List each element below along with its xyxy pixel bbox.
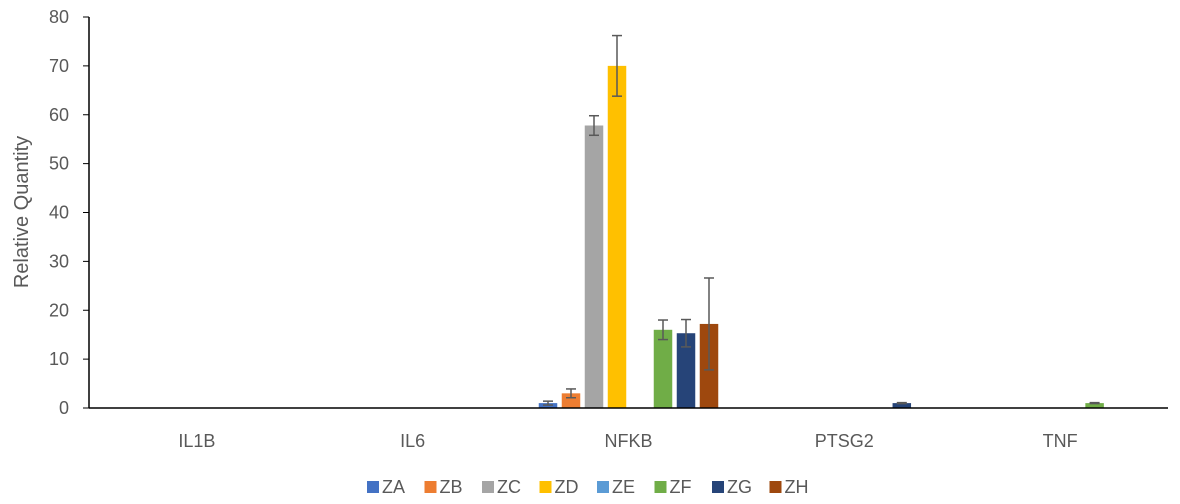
- x-category-label: IL1B: [178, 431, 215, 451]
- bar: [653, 329, 673, 408]
- y-axis-title: Relative Quantity: [11, 136, 33, 288]
- bar: [584, 125, 604, 408]
- y-tick-label: 80: [49, 7, 69, 27]
- legend-label: ZF: [670, 477, 692, 497]
- x-category-label: PTSG2: [815, 431, 874, 451]
- x-category-label: IL6: [400, 431, 425, 451]
- y-tick-label: 50: [49, 154, 69, 174]
- legend-swatch: [712, 481, 724, 493]
- legend-label: ZD: [555, 477, 579, 497]
- legend: ZA ZB ZC ZD ZE ZF ZG ZH: [367, 477, 809, 497]
- bar: [892, 403, 912, 408]
- legend-swatch: [769, 481, 782, 493]
- bar: [676, 333, 696, 408]
- y-tick-label: 10: [49, 349, 69, 369]
- y-tick-label: 30: [49, 251, 69, 271]
- legend-label: ZE: [612, 477, 635, 497]
- x-category-label: NFKB: [604, 431, 652, 451]
- x-category-label: TNF: [1043, 431, 1078, 451]
- legend-label: ZG: [727, 477, 752, 497]
- legend-swatch: [424, 481, 437, 493]
- legend-swatch: [367, 481, 379, 493]
- y-tick-label: 0: [59, 398, 69, 418]
- y-tick-label: 20: [49, 300, 69, 320]
- legend-swatch: [482, 481, 494, 493]
- x-axis-categories: IL1B IL6 NFKB PTSG2 TNF: [178, 431, 1077, 451]
- bar: [1085, 403, 1104, 408]
- legend-label: ZC: [497, 477, 521, 497]
- legend-swatch: [539, 481, 552, 493]
- error-bars: [543, 34, 1100, 406]
- bar: [607, 65, 627, 408]
- y-tick-label: 60: [49, 105, 69, 125]
- bar-series: [538, 65, 1104, 408]
- y-tick-label: 70: [49, 56, 69, 76]
- y-tick-label: 40: [49, 203, 69, 223]
- y-axis-ticks: 0 10 20 30 40 50 60 70 80: [49, 7, 89, 418]
- legend-swatch: [597, 481, 609, 493]
- legend-label: ZB: [440, 477, 463, 497]
- legend-swatch: [654, 481, 667, 493]
- legend-label: ZA: [382, 477, 405, 497]
- legend-label: ZH: [785, 477, 809, 497]
